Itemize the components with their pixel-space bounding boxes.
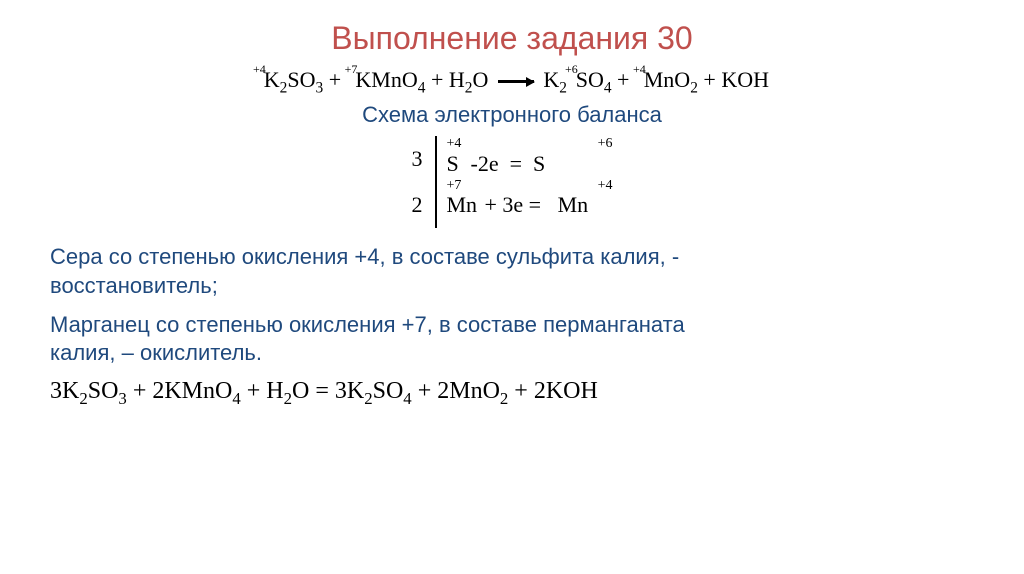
coef-row1: 3 [408, 136, 427, 182]
balanced-equation: 3K2SO3 + 2KMnO4 + H2O = 3K2SO4 + 2MnO2 +… [50, 378, 974, 409]
half-reaction-2: +7+4 Mn+ 3e = Mn [447, 178, 617, 218]
half-reaction-1: +4+6 S-2e = S [447, 136, 617, 176]
electron-balance: 3 2 +4+6 S-2e = S +7+4 Mn+ 3e = Mn [50, 136, 974, 228]
page-title: Выполнение задания 30 [50, 20, 974, 57]
coef-row2: 2 [408, 182, 427, 228]
reducer-statement: Сера со степенью окисления +4, в составе… [50, 243, 974, 300]
oxidizer-statement: Марганец со степенью окисления +7, в сос… [50, 311, 974, 368]
unbalanced-equation: +4K2SO3 + +7KMnO4 + H2O K2+6SO4 + +4MnO2… [50, 67, 974, 97]
scheme-title: Схема электронного баланса [50, 102, 974, 128]
